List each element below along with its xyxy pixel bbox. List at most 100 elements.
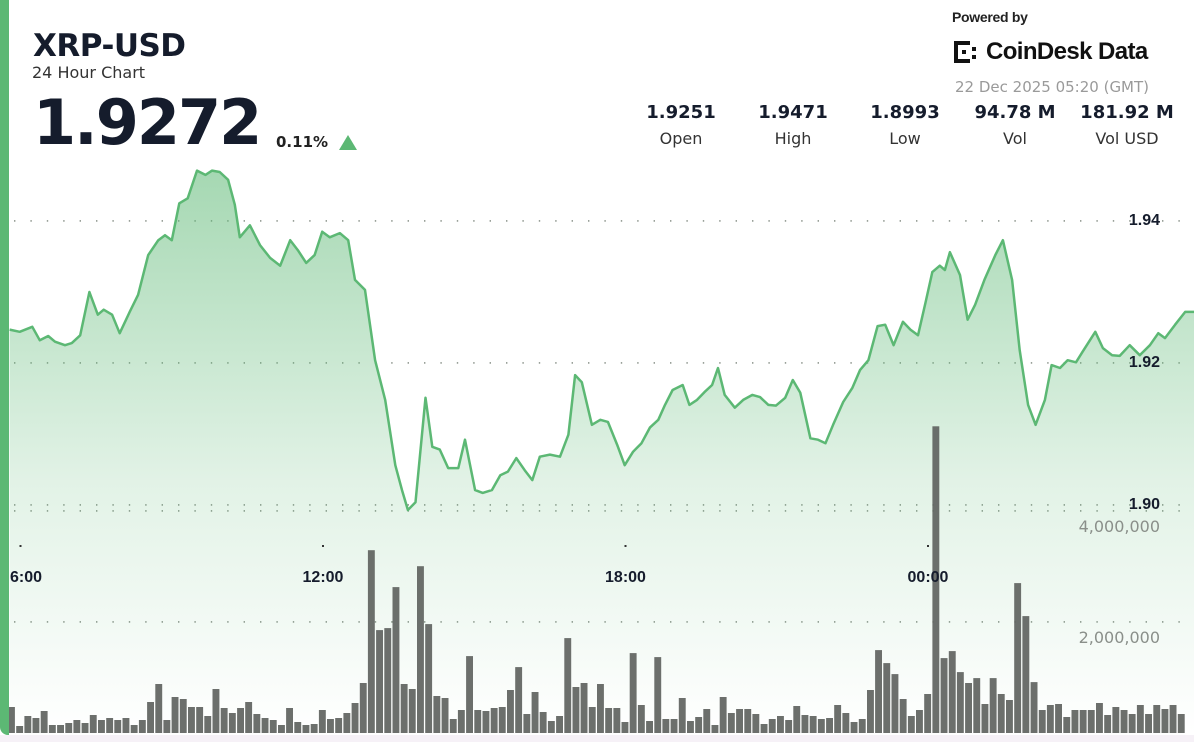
volume-bar (8, 707, 15, 733)
grid-dot (112, 220, 114, 222)
grid-dot (161, 220, 163, 222)
volume-bar (1014, 583, 1022, 733)
volume-bar (523, 714, 531, 733)
volume-bar (237, 708, 244, 733)
volume-bar (662, 719, 670, 733)
grid-dot (866, 220, 869, 222)
volume-bar (32, 718, 40, 733)
x-tick-label: 00:00 (908, 569, 949, 586)
volume-bar (1071, 710, 1079, 733)
volume-bar (16, 726, 24, 733)
volume-bar (883, 663, 891, 733)
grid-dot (276, 220, 278, 222)
volume-bar (597, 684, 604, 733)
volume-bar (736, 709, 743, 733)
volume-bar (490, 708, 498, 733)
volume-bar (1087, 710, 1095, 733)
grid-dot (424, 220, 426, 222)
stat-label: Vol (1003, 129, 1027, 148)
volume-bar (1120, 710, 1128, 733)
volume-bar (81, 723, 89, 733)
volume-bar (228, 713, 236, 733)
volume-bar (294, 722, 302, 733)
stat-label: Low (889, 129, 921, 148)
grid-dot (670, 362, 672, 364)
volume-bar (1136, 705, 1144, 733)
volume-bar (73, 720, 81, 733)
volume-bar (539, 712, 547, 733)
volume-bar (932, 426, 940, 733)
grid-dot (522, 362, 524, 364)
grid-dot (1047, 220, 1049, 222)
volume-bar (302, 725, 310, 733)
volume-bar (997, 694, 1005, 733)
volume-bar (785, 720, 793, 733)
grid-dot (309, 220, 311, 222)
grid-dot (817, 362, 819, 364)
volume-bar (106, 718, 114, 733)
volume-bar (417, 566, 424, 733)
volume-bar (817, 719, 825, 733)
stat-value: 1.9251 (646, 102, 716, 123)
powered-by-label: Powered by (952, 9, 1028, 25)
grid-dot (424, 362, 426, 364)
grid-dot (243, 220, 245, 222)
volume-bar (580, 683, 588, 733)
grid-dot (899, 220, 901, 222)
x-tick-mark (624, 545, 627, 547)
grid-dot (981, 220, 983, 222)
volume-bar (171, 697, 179, 733)
grid-dot (932, 220, 934, 222)
grid-dot (538, 362, 541, 364)
volume-bar (719, 697, 727, 733)
grid-dot (834, 220, 836, 222)
coindesk-data-logo[interactable]: CoinDesk Data (952, 38, 1148, 66)
accent-bar (0, 0, 9, 735)
volume-bar (204, 716, 212, 733)
grid-dot (850, 220, 852, 222)
x-tick-mark (19, 545, 22, 547)
grid-dot (391, 362, 393, 364)
volume-bar (310, 724, 318, 733)
symbol-title: XRP-USD (33, 28, 186, 64)
volume-bar (556, 716, 563, 733)
volume-bar (400, 684, 408, 733)
volume-bar (449, 719, 457, 733)
volume-bar (130, 725, 138, 733)
volume-bar (278, 725, 285, 733)
grid-dot (965, 220, 967, 222)
grid-dot (719, 362, 721, 364)
volume-bar (392, 587, 400, 733)
volume-bar (670, 719, 678, 733)
volume-bar (752, 714, 760, 733)
grid-dot (522, 220, 524, 222)
x-tick-mark (322, 545, 324, 547)
volume-bar (367, 550, 375, 733)
volume-bar (744, 709, 752, 733)
volume-bar (482, 711, 490, 733)
volume-bar (1055, 704, 1062, 733)
volume-bar (286, 708, 293, 733)
grid-dot (768, 220, 770, 222)
grid-dot (1178, 220, 1180, 222)
timestamp: 22 Dec 2025 05:20 (GMT) (955, 78, 1150, 96)
volume-bar (155, 684, 163, 733)
volume-bar (637, 705, 645, 733)
grid-dot (702, 362, 705, 364)
volume-bar (703, 709, 711, 733)
volume-bar (269, 720, 277, 733)
volume-bar (89, 715, 97, 733)
volume-bar (613, 708, 621, 733)
volume-bar (924, 694, 932, 733)
volume-bar (1038, 710, 1046, 733)
volume-bar (65, 723, 73, 733)
volume-bar (1022, 616, 1030, 733)
volume-bar (629, 653, 637, 733)
volume-bar (727, 713, 735, 733)
volume-bar (834, 705, 842, 733)
grid-dot (473, 220, 475, 222)
grid-dot (834, 362, 836, 364)
stat-open: 1.9251 Open (626, 102, 736, 148)
